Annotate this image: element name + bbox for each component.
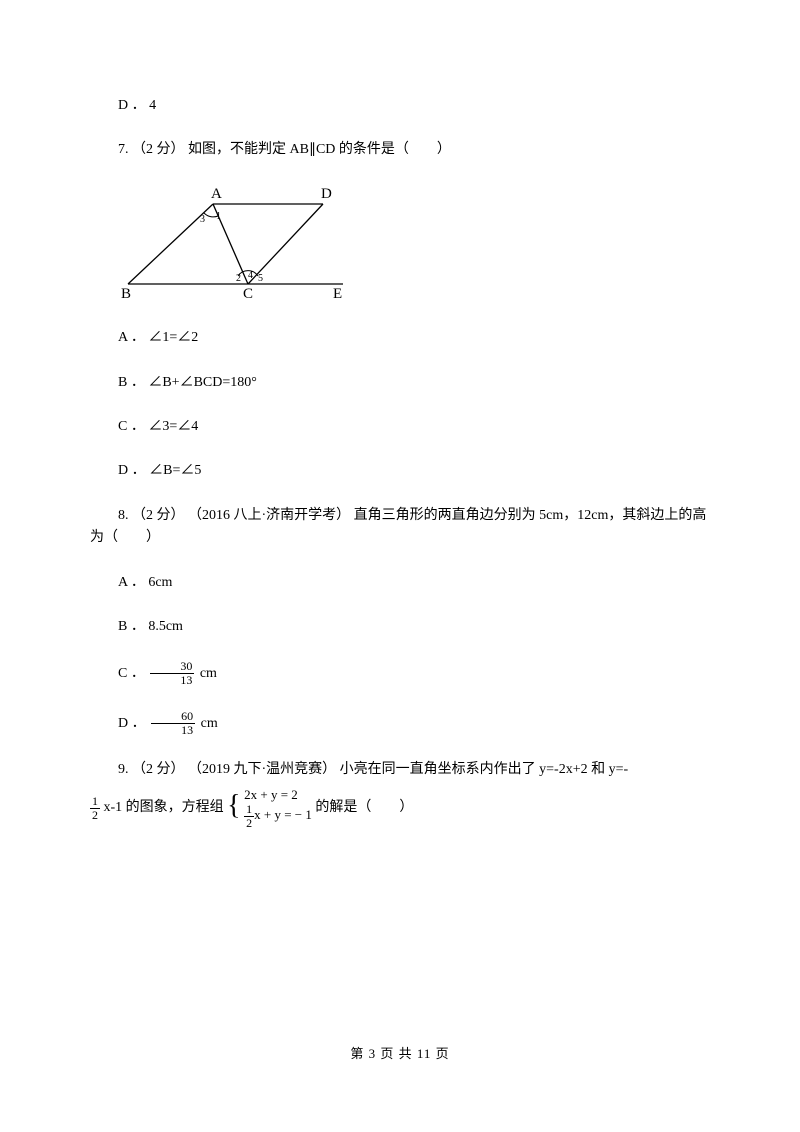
fraction-den: 2	[90, 809, 100, 822]
q9-line2a: x-1 的图象，方程组	[104, 801, 228, 816]
svg-text:1: 1	[216, 211, 221, 222]
fraction-num: 60	[151, 710, 195, 724]
q8-optc-prefix: C ．	[118, 666, 148, 681]
q8-optd-prefix: D ．	[118, 716, 149, 731]
q9-eq2: 1 2 x + y = − 1	[244, 803, 312, 829]
svg-text:A: A	[211, 186, 222, 202]
q8-optd-suffix: cm	[201, 716, 218, 731]
q8-stem: 8. （2 分） （2016 八上·济南开学考） 直角三角形的两直角边分别为 5…	[90, 505, 710, 550]
q7-option-c: C ． ∠3=∠4	[90, 416, 710, 438]
fraction-num: 30	[150, 660, 194, 674]
q6-option-d: D ． 4	[90, 95, 710, 117]
svg-text:D: D	[321, 186, 332, 202]
svg-text:2: 2	[236, 273, 241, 284]
q7-option-b: B ． ∠B+∠BCD=180°	[90, 372, 710, 394]
q8-option-b: B ． 8.5cm	[90, 616, 710, 638]
q9-eq2-fraction: 1 2	[244, 803, 254, 829]
q7-option-a: A ． ∠1=∠2	[90, 327, 710, 349]
fraction-den: 13	[150, 674, 194, 687]
q7-figure: A D B C E 3 1 2 4 5	[118, 184, 710, 307]
q8-option-a: A ． 6cm	[90, 572, 710, 594]
q9-eq2-rest: x + y = − 1	[254, 807, 312, 822]
svg-text:E: E	[333, 286, 342, 302]
page-content: D ． 4 7. （2 分） 如图，不能判定 AB∥CD 的条件是（ ） A D…	[0, 0, 800, 829]
svg-text:3: 3	[200, 214, 205, 225]
svg-text:4: 4	[248, 270, 253, 281]
q9-line2b: 的解是（ ）	[315, 801, 413, 816]
q8-option-d: D ． 60 13 cm	[90, 710, 710, 737]
q8-option-c: C ． 30 13 cm	[90, 660, 710, 687]
fraction-num: 1	[244, 803, 254, 817]
svg-text:C: C	[243, 286, 253, 302]
q8-optd-fraction: 60 13	[151, 710, 195, 737]
q8-optc-fraction: 30 13	[150, 660, 194, 687]
q9-line2: 1 2 x-1 的图象，方程组 { 2x + y = 2 1 2 x + y =…	[90, 787, 710, 829]
brace-icon: {	[227, 788, 240, 824]
fraction-den: 2	[244, 817, 254, 830]
page-footer: 第 3 页 共 11 页	[0, 1043, 800, 1062]
svg-text:5: 5	[258, 273, 263, 284]
fraction-den: 13	[151, 724, 195, 737]
q9-line1: 9. （2 分） （2019 九下·温州竞赛） 小亮在同一直角坐标系内作出了 y…	[90, 759, 710, 781]
q7-stem: 7. （2 分） 如图，不能判定 AB∥CD 的条件是（ ）	[90, 139, 710, 161]
q9-half-fraction: 1 2	[90, 795, 100, 821]
q8-optc-suffix: cm	[200, 666, 217, 681]
fraction-num: 1	[90, 795, 100, 809]
svg-text:B: B	[121, 286, 131, 302]
q9-system: 2x + y = 2 1 2 x + y = − 1	[244, 787, 312, 829]
q9-stem: 9. （2 分） （2019 九下·温州竞赛） 小亮在同一直角坐标系内作出了 y…	[90, 759, 710, 829]
q7-option-d: D ． ∠B=∠5	[90, 460, 710, 482]
q9-eq1: 2x + y = 2	[244, 787, 312, 803]
